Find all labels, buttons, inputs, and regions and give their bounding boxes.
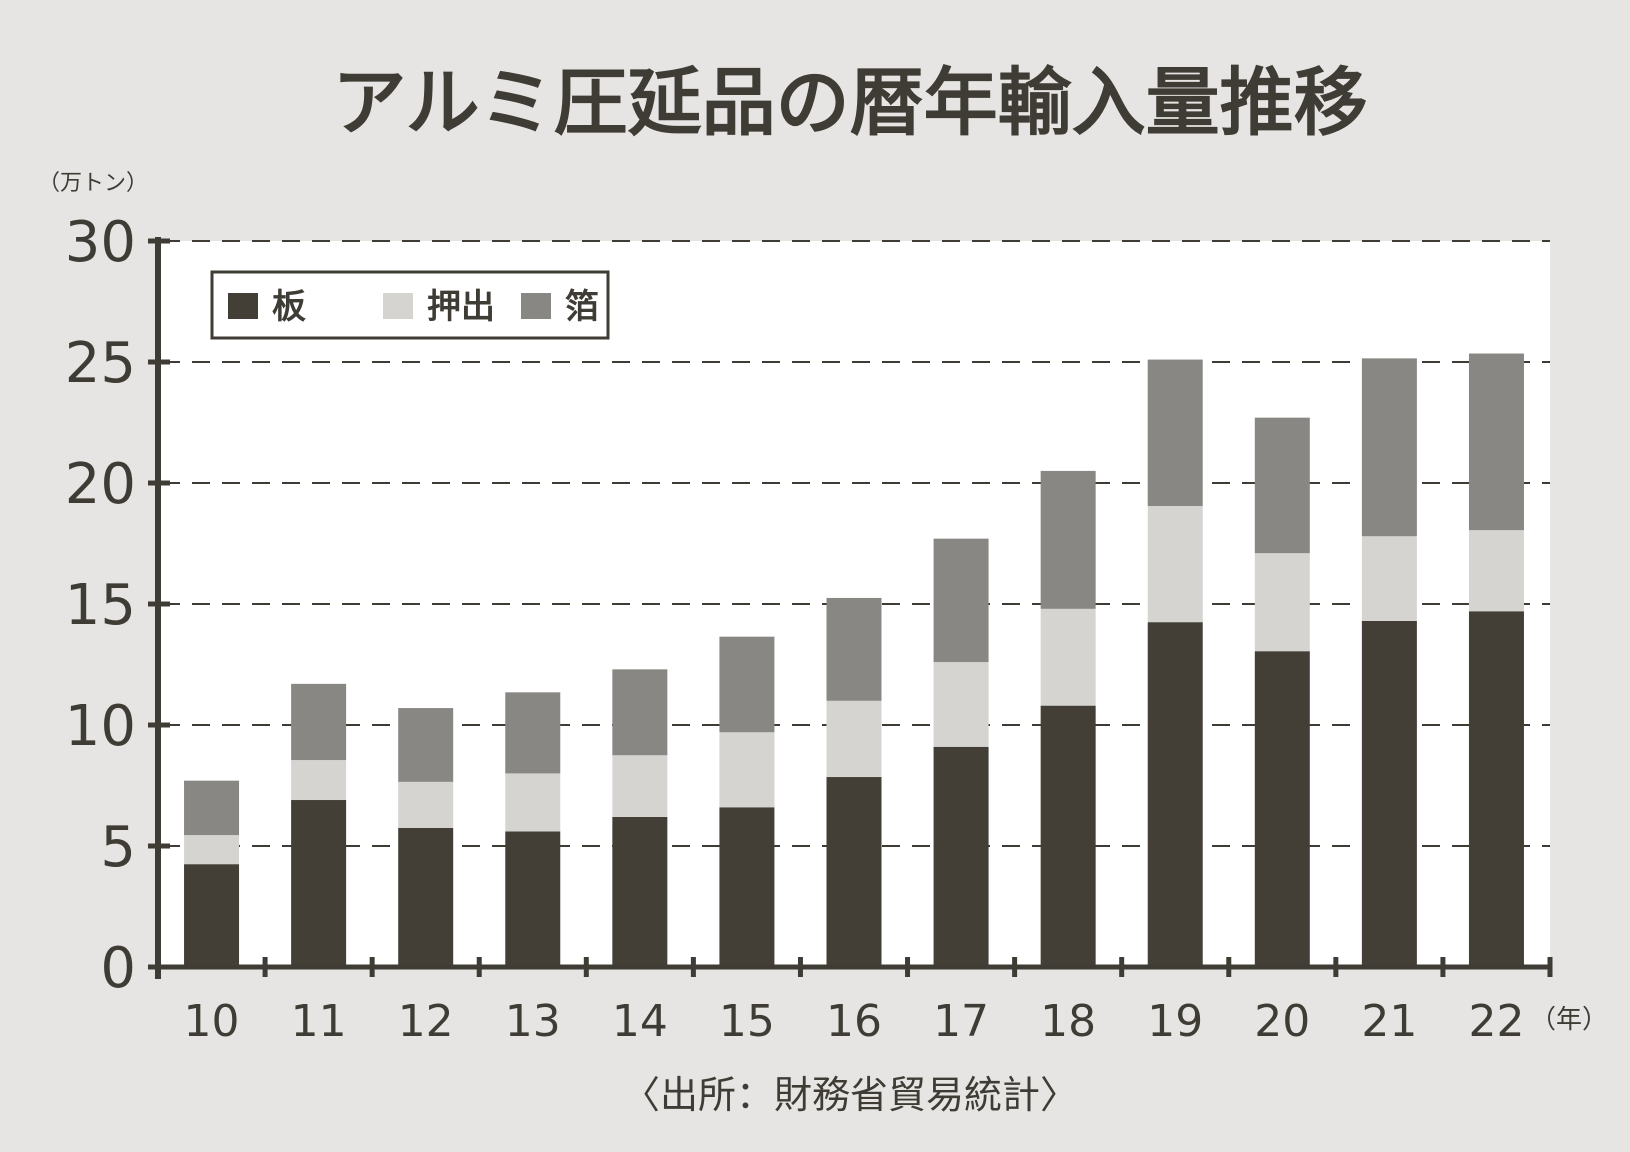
- bar-segment-箔-10: [184, 780, 240, 836]
- bar-segment-押出-18: [1040, 608, 1096, 706]
- x-tick-label: 15: [719, 996, 775, 1047]
- bar-segment-板-20: [1254, 651, 1310, 967]
- x-tick-label: 17: [933, 996, 989, 1047]
- x-tick-label: 12: [398, 996, 454, 1047]
- bar-segment-箔-13: [505, 692, 561, 774]
- legend-swatch-押出: [383, 293, 413, 319]
- bar-segment-板-10: [184, 864, 240, 967]
- bar-segment-押出-16: [826, 700, 882, 778]
- bar-segment-板-14: [612, 816, 668, 967]
- bar-segment-板-13: [505, 831, 561, 967]
- bar-segment-押出-17: [933, 662, 989, 747]
- bar-segment-箔-19: [1147, 359, 1203, 506]
- bar-segment-板-15: [719, 807, 775, 967]
- x-tick-label: 13: [505, 996, 561, 1047]
- y-tick-label: 0: [100, 936, 136, 1001]
- x-tick-label: 10: [184, 996, 240, 1047]
- bar-segment-箔-14: [612, 669, 668, 756]
- bar-segment-板-21: [1361, 620, 1417, 967]
- bar-segment-押出-11: [291, 760, 347, 801]
- bar-segment-板-22: [1468, 611, 1524, 967]
- y-tick-label: 15: [65, 573, 136, 638]
- bar-segment-箔-18: [1040, 470, 1096, 609]
- x-tick-label: 11: [291, 996, 347, 1047]
- legend-label: 板: [272, 287, 306, 327]
- x-tick-label: 20: [1254, 996, 1310, 1047]
- bar-segment-押出-15: [719, 732, 775, 808]
- bar-segment-押出-21: [1361, 536, 1417, 621]
- bar-segment-箔-11: [291, 683, 347, 761]
- y-tick-label: 25: [65, 331, 136, 396]
- x-tick-label: 21: [1361, 996, 1417, 1047]
- bar-segment-板-17: [933, 746, 989, 967]
- y-tick-label: 30: [65, 210, 136, 275]
- bar-segment-箔-12: [398, 708, 454, 782]
- bar-segment-板-19: [1147, 622, 1203, 967]
- bar-segment-板-18: [1040, 705, 1096, 967]
- bar-segment-押出-22: [1468, 530, 1524, 612]
- bar-segment-押出-10: [184, 835, 240, 865]
- legend-label: 押出: [427, 287, 495, 327]
- bar-segment-板-16: [826, 777, 882, 967]
- bar-segment-板-12: [398, 827, 454, 967]
- x-tick-label: 14: [612, 996, 668, 1047]
- legend-swatch-箔: [521, 293, 551, 319]
- legend-swatch-板: [228, 293, 258, 319]
- x-tick-label: 19: [1147, 996, 1203, 1047]
- x-tick-label: 16: [826, 996, 882, 1047]
- chart-title: アルミ圧延品の暦年輸入量推移: [332, 60, 1367, 146]
- bar-segment-箔-22: [1468, 353, 1524, 531]
- legend: 板 押出 箔: [210, 270, 610, 340]
- bar-segment-押出-12: [398, 781, 454, 828]
- bar-segment-箔-17: [933, 538, 989, 663]
- y-tick-label: 20: [65, 452, 136, 517]
- bar-segment-箔-16: [826, 597, 882, 701]
- source-note: 〈出所：財務省貿易統計〉: [622, 1073, 1078, 1117]
- bar-segment-板-11: [291, 800, 347, 967]
- bar-segment-押出-19: [1147, 505, 1203, 623]
- bar-segment-箔-15: [719, 636, 775, 733]
- bar-segment-押出-20: [1254, 553, 1310, 652]
- legend-label: 箔: [565, 287, 599, 327]
- bar-segment-押出-13: [505, 773, 561, 832]
- x-tick-label: 18: [1040, 996, 1096, 1047]
- y-axis-unit: （万トン）: [38, 171, 148, 196]
- x-tick-label: 22: [1468, 996, 1524, 1047]
- y-tick-label: 5: [100, 815, 136, 880]
- x-axis-unit: （年）: [1530, 1005, 1608, 1035]
- bar-segment-箔-21: [1361, 358, 1417, 537]
- bar-segment-押出-14: [612, 755, 668, 817]
- bar-segment-箔-20: [1254, 417, 1310, 554]
- y-tick-label: 10: [65, 694, 136, 759]
